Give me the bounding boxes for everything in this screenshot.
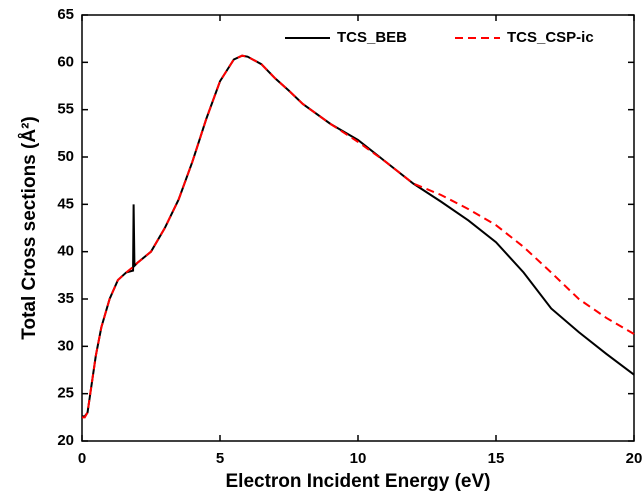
x-tick-label: 15 <box>488 450 505 467</box>
x-tick-label: 10 <box>350 450 367 467</box>
y-tick-label: 45 <box>57 195 74 212</box>
x-tick-label: 20 <box>626 450 643 467</box>
y-tick-label: 55 <box>57 101 74 118</box>
y-tick-label: 25 <box>57 385 74 402</box>
y-tick-label: 20 <box>57 432 74 449</box>
series-line <box>82 54 635 418</box>
series-line <box>82 54 635 419</box>
x-tick-label: 0 <box>78 450 86 467</box>
y-tick-label: 65 <box>57 6 74 23</box>
y-tick-label: 40 <box>57 243 74 260</box>
x-tick-label: 5 <box>216 450 224 467</box>
legend-label: TCS_CSP-ic <box>507 29 594 46</box>
y-tick-label: 60 <box>57 53 74 70</box>
legend-label: TCS_BEB <box>337 29 407 46</box>
y-tick-label: 50 <box>57 148 74 165</box>
y-tick-label: 35 <box>57 290 74 307</box>
y-tick-label: 30 <box>57 337 74 354</box>
x-axis-label: Electron Incident Energy (eV) <box>226 471 491 492</box>
y-axis-label: Total Cross sections (Å²) <box>19 116 40 339</box>
